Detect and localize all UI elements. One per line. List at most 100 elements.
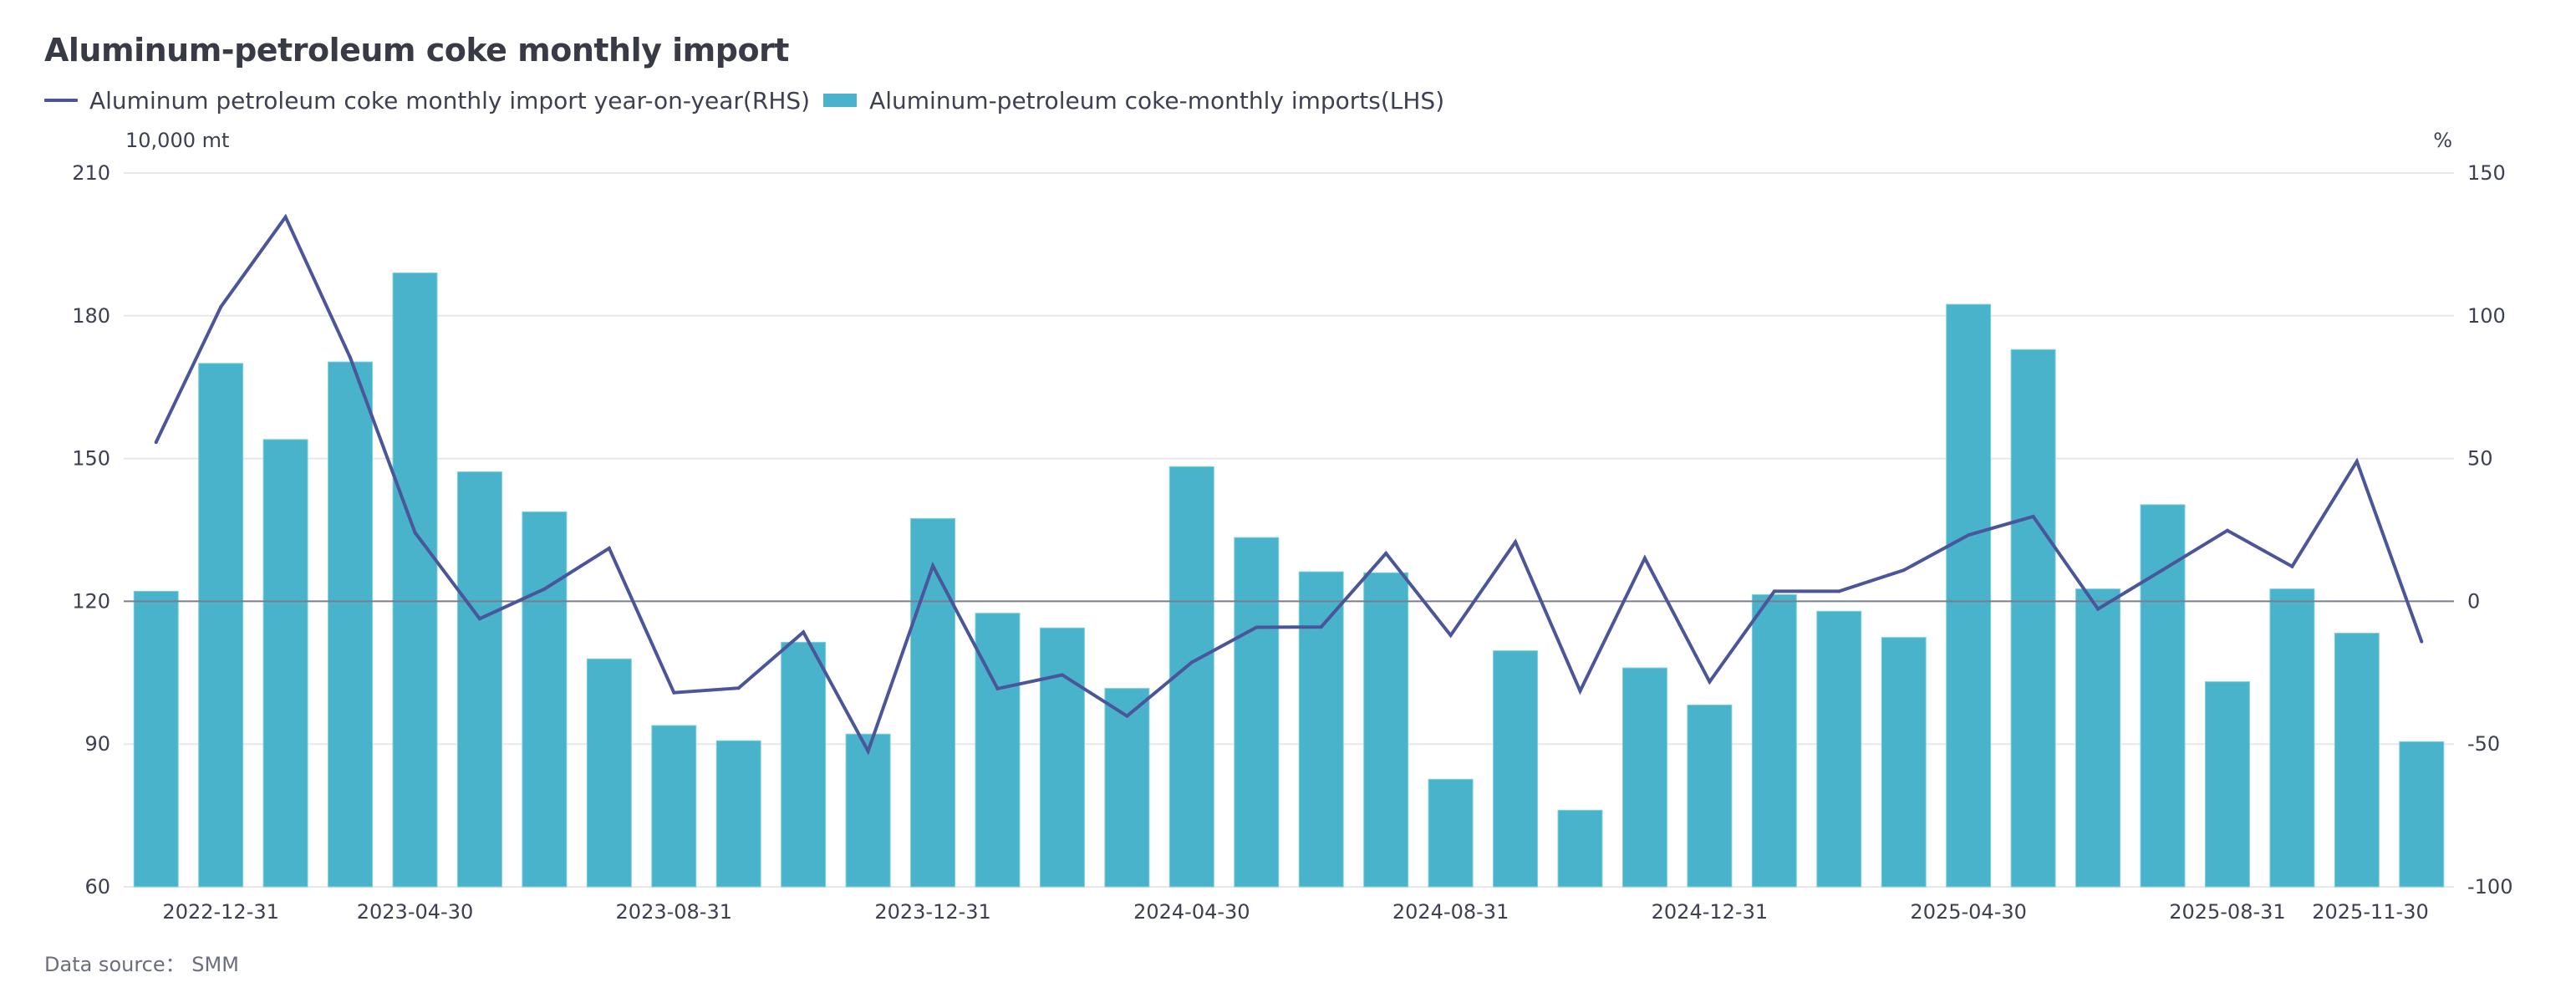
line-point[interactable] — [2161, 568, 2165, 572]
line-series-icon — [44, 99, 78, 102]
bar[interactable] — [715, 740, 761, 888]
legend-item-imports-bar[interactable]: Aluminum-petroleum coke-monthly imports(… — [823, 87, 1444, 115]
line-point[interactable] — [349, 356, 353, 360]
line-point[interactable] — [1125, 714, 1129, 718]
x-tick-label: 2024-08-31 — [1392, 900, 1509, 924]
bar[interactable] — [586, 658, 632, 888]
bar[interactable] — [1621, 667, 1667, 888]
bar[interactable] — [1104, 688, 1150, 888]
bar[interactable] — [2334, 633, 2380, 888]
bar[interactable] — [1493, 650, 1539, 888]
line-point[interactable] — [219, 305, 223, 309]
right-tick-label: 150 — [2467, 161, 2506, 185]
x-tick-label: 2024-04-30 — [1133, 900, 1250, 924]
line-point[interactable] — [2420, 639, 2424, 644]
bar[interactable] — [651, 725, 697, 888]
bar[interactable] — [1234, 537, 1280, 888]
x-tick-label: 2023-04-30 — [357, 900, 473, 924]
x-tick-label: 2025-11-30 — [2312, 900, 2428, 924]
x-tick-label: 2023-08-31 — [616, 900, 732, 924]
line-point[interactable] — [802, 630, 806, 634]
axis-labels: 10,000 mt % 60 90 120 150 180 210 -100 -50 0 50 10… — [72, 129, 2512, 924]
line-point[interactable] — [672, 690, 676, 695]
legend-label-imports: Aluminum-petroleum coke-monthly imports(… — [869, 86, 1445, 115]
bar[interactable] — [262, 439, 308, 888]
bar[interactable] — [1428, 778, 1474, 888]
line-point[interactable] — [2031, 514, 2035, 518]
left-tick-label: 60 — [84, 875, 110, 899]
line-point[interactable] — [1060, 673, 1064, 677]
line-point[interactable] — [542, 587, 547, 591]
bar[interactable] — [2010, 349, 2056, 888]
bar[interactable] — [1363, 572, 1409, 888]
bar[interactable] — [456, 471, 502, 888]
bar-series-icon — [823, 94, 858, 107]
left-tick-label: 150 — [72, 447, 110, 471]
bar[interactable] — [1751, 593, 1797, 888]
bar[interactable] — [910, 517, 956, 888]
line-point[interactable] — [1837, 589, 1841, 593]
line-point[interactable] — [1384, 552, 1388, 556]
right-tick-label: -50 — [2467, 732, 2500, 756]
line-series — [154, 213, 2424, 756]
line-point[interactable] — [931, 564, 935, 568]
line-point[interactable] — [1514, 540, 1518, 544]
yoy-line[interactable] — [154, 213, 2424, 756]
line-point[interactable] — [607, 546, 611, 550]
line-point[interactable] — [1448, 634, 1453, 638]
line-point[interactable] — [2290, 564, 2294, 568]
line-point[interactable] — [1578, 689, 1582, 693]
right-tick-label: -100 — [2467, 875, 2512, 899]
bar[interactable] — [2399, 741, 2445, 888]
bar[interactable] — [2075, 588, 2121, 888]
bar[interactable] — [328, 361, 374, 888]
line-point[interactable] — [1772, 589, 1776, 593]
legend: Aluminum petroleum coke monthly import y… — [44, 87, 1458, 115]
line-point[interactable] — [154, 440, 158, 445]
chart-title: Aluminum-petroleum coke monthly import — [44, 32, 789, 69]
line-point[interactable] — [1708, 680, 1712, 684]
bar[interactable] — [975, 613, 1021, 888]
line-point[interactable] — [866, 749, 870, 753]
left-tick-label: 90 — [84, 732, 110, 756]
bar[interactable] — [2204, 681, 2250, 888]
line-point[interactable] — [477, 617, 481, 621]
bar[interactable] — [781, 641, 827, 888]
line-point[interactable] — [1255, 625, 1259, 629]
line-point[interactable] — [413, 531, 417, 535]
bar[interactable] — [1039, 627, 1085, 888]
line-point[interactable] — [1901, 568, 1906, 573]
bar[interactable] — [2269, 588, 2315, 888]
line-point[interactable] — [1319, 625, 1323, 629]
bar[interactable] — [133, 590, 179, 888]
bar[interactable] — [392, 272, 438, 888]
bar[interactable] — [1557, 809, 1603, 888]
line-point[interactable] — [1189, 660, 1194, 664]
line-point[interactable] — [283, 215, 288, 219]
line-point[interactable] — [1967, 533, 1971, 537]
line-point[interactable] — [2096, 607, 2100, 611]
legend-item-yoy-line[interactable]: Aluminum petroleum coke monthly import y… — [44, 87, 810, 115]
bar[interactable] — [198, 363, 244, 888]
data-source: Data source： SMM — [44, 953, 239, 976]
x-tick-label: 2022-12-31 — [162, 900, 278, 924]
right-tick-label: 100 — [2467, 304, 2506, 328]
bar[interactable] — [1298, 571, 1344, 888]
bar[interactable] — [1816, 610, 1862, 888]
right-axis-unit: % — [2433, 129, 2452, 152]
x-tick-label: 2025-04-30 — [1910, 900, 2026, 924]
x-tick-label: 2024-12-31 — [1652, 900, 1768, 924]
line-point[interactable] — [2225, 528, 2229, 532]
bar[interactable] — [845, 733, 891, 888]
x-tick-label: 2023-12-31 — [874, 900, 990, 924]
left-tick-label: 180 — [72, 304, 110, 328]
line-point[interactable] — [2355, 460, 2359, 464]
line-point[interactable] — [995, 686, 1000, 690]
bar[interactable] — [1687, 705, 1733, 888]
line-point[interactable] — [736, 686, 741, 690]
bar[interactable] — [1881, 637, 1927, 888]
bar[interactable] — [522, 511, 568, 888]
line-point[interactable] — [1642, 556, 1647, 560]
left-tick-label: 210 — [72, 161, 110, 185]
bar[interactable] — [1946, 303, 1992, 888]
